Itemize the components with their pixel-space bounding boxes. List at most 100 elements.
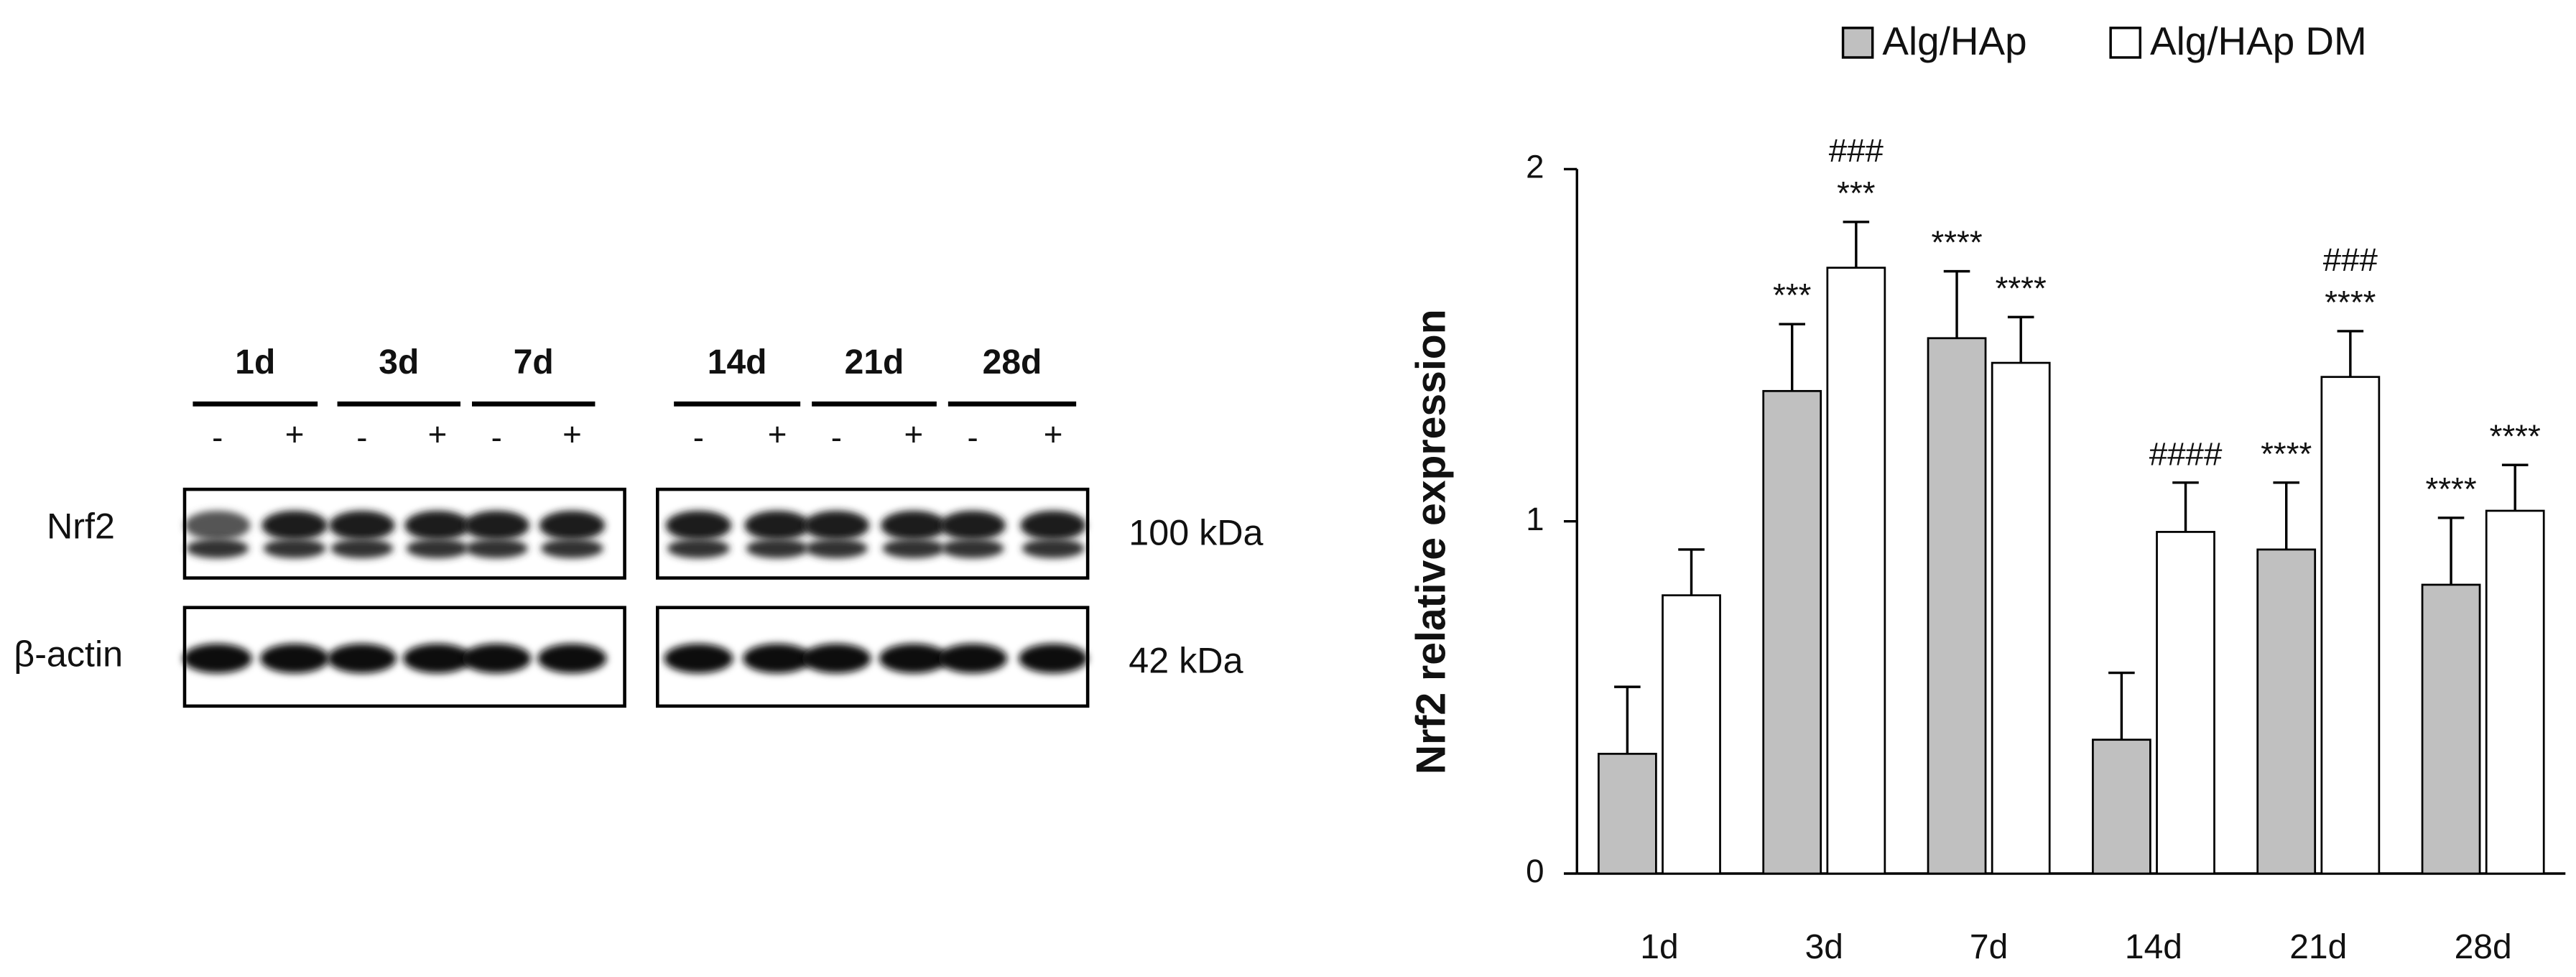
- actin-band: [1019, 644, 1088, 674]
- lane-label: 14d: [708, 343, 767, 381]
- legend-label: Alg/HAp: [1882, 19, 2026, 63]
- significance: ###: [2323, 241, 2378, 278]
- nrf2-band-lower: [465, 538, 528, 559]
- blot-box: [655, 606, 1090, 708]
- sign-minus: -: [491, 420, 502, 456]
- actin-band: [802, 644, 871, 674]
- blot-box: [182, 606, 626, 708]
- sign-minus: -: [831, 420, 842, 456]
- blot-box: [655, 487, 1090, 580]
- nrf2-band-lower: [805, 538, 868, 559]
- bar: [2320, 376, 2381, 875]
- blot-box: [182, 487, 626, 580]
- actin-band: [327, 644, 397, 674]
- x-tick-label: 14d: [2125, 928, 2182, 966]
- sign-plus: +: [1044, 416, 1063, 453]
- nrf2-band-lower: [263, 538, 326, 559]
- row-size: 42 kDa: [1129, 640, 1243, 681]
- y-tick-label: 2: [1526, 149, 1544, 185]
- x-tick-label: 28d: [2455, 928, 2512, 966]
- x-tick-label: 7d: [1970, 928, 2008, 966]
- nrf2-band: [329, 510, 395, 540]
- bar: [2156, 531, 2215, 875]
- actin-band: [664, 644, 733, 674]
- sign-plus: +: [562, 416, 582, 453]
- actin-band: [537, 644, 607, 674]
- nrf2-band-lower: [746, 538, 809, 559]
- lane-label: 21d: [845, 343, 904, 381]
- nrf2-band-lower: [882, 538, 945, 559]
- row-size: 100 kDa: [1129, 511, 1263, 552]
- sign-plus: +: [428, 416, 448, 453]
- nrf2-band: [665, 510, 732, 540]
- nrf2-band: [1020, 510, 1086, 540]
- nrf2-band: [261, 510, 328, 540]
- nrf2-band-lower: [541, 538, 603, 559]
- bar: [2421, 583, 2481, 875]
- significance: ****: [2261, 435, 2312, 472]
- nrf2-band-lower: [667, 538, 730, 559]
- legend-swatch: [1841, 27, 1874, 59]
- legend-swatch: [2109, 27, 2141, 59]
- y-tick-label: 0: [1526, 853, 1544, 889]
- lane-label: 28d: [983, 343, 1042, 381]
- significance: ****: [1996, 270, 2047, 307]
- bar: [1598, 752, 1657, 875]
- legend-label: Alg/HAp DM: [2150, 19, 2367, 63]
- bar: [1826, 267, 1886, 875]
- x-tick-label: 3d: [1805, 928, 1843, 966]
- bar: [2092, 738, 2151, 875]
- actin-band: [743, 644, 812, 674]
- significance: ###: [1829, 132, 1884, 169]
- significance: ****: [2490, 418, 2541, 455]
- actin-band: [182, 644, 252, 674]
- sign-plus: +: [904, 416, 924, 453]
- lane-label: 3d: [379, 343, 419, 381]
- nrf2-band-lower: [330, 538, 394, 559]
- lane-label: 7d: [514, 343, 554, 381]
- nrf2-band: [463, 510, 529, 540]
- bar: [1927, 337, 1987, 875]
- x-tick-label: 1d: [1640, 928, 1678, 966]
- actin-band: [403, 644, 472, 674]
- bar: [1762, 389, 1822, 875]
- bar: [1662, 594, 1721, 875]
- nrf2-band-lower: [186, 538, 249, 559]
- sign-minus: -: [968, 420, 978, 456]
- nrf2-band: [940, 510, 1006, 540]
- nrf2-band: [744, 510, 810, 540]
- bar: [2485, 509, 2545, 875]
- sign-minus: -: [693, 420, 704, 456]
- nrf2-band: [185, 510, 251, 540]
- bar: [2256, 548, 2317, 875]
- significance: ****: [1931, 224, 1982, 261]
- sign-minus: -: [356, 420, 367, 456]
- significance: ****: [2425, 471, 2476, 507]
- y-tick-label: 1: [1526, 501, 1544, 537]
- nrf2-band: [404, 510, 471, 540]
- significance: ***: [1773, 277, 1812, 314]
- nrf2-band: [803, 510, 870, 540]
- sign-plus: +: [768, 416, 787, 453]
- nrf2-band-lower: [1021, 538, 1085, 559]
- nrf2-band: [881, 510, 947, 540]
- nrf2-band: [539, 510, 606, 540]
- significance: ####: [2149, 435, 2223, 472]
- significance: ***: [1837, 175, 1876, 211]
- bar: [1991, 361, 2051, 875]
- row-label: β-actin: [14, 634, 123, 675]
- sign-plus: +: [285, 416, 305, 453]
- significance: ****: [2325, 284, 2376, 320]
- x-tick-label: 21d: [2289, 928, 2347, 966]
- row-label: Nrf2: [47, 505, 115, 546]
- sign-minus: -: [212, 420, 223, 456]
- actin-band: [260, 644, 330, 674]
- nrf2-band-lower: [406, 538, 469, 559]
- actin-band: [879, 644, 948, 674]
- y-axis-label: Nrf2 relative expression: [1409, 309, 1455, 774]
- actin-band: [462, 644, 532, 674]
- lane-label: 1d: [235, 343, 275, 381]
- nrf2-band-lower: [941, 538, 1004, 559]
